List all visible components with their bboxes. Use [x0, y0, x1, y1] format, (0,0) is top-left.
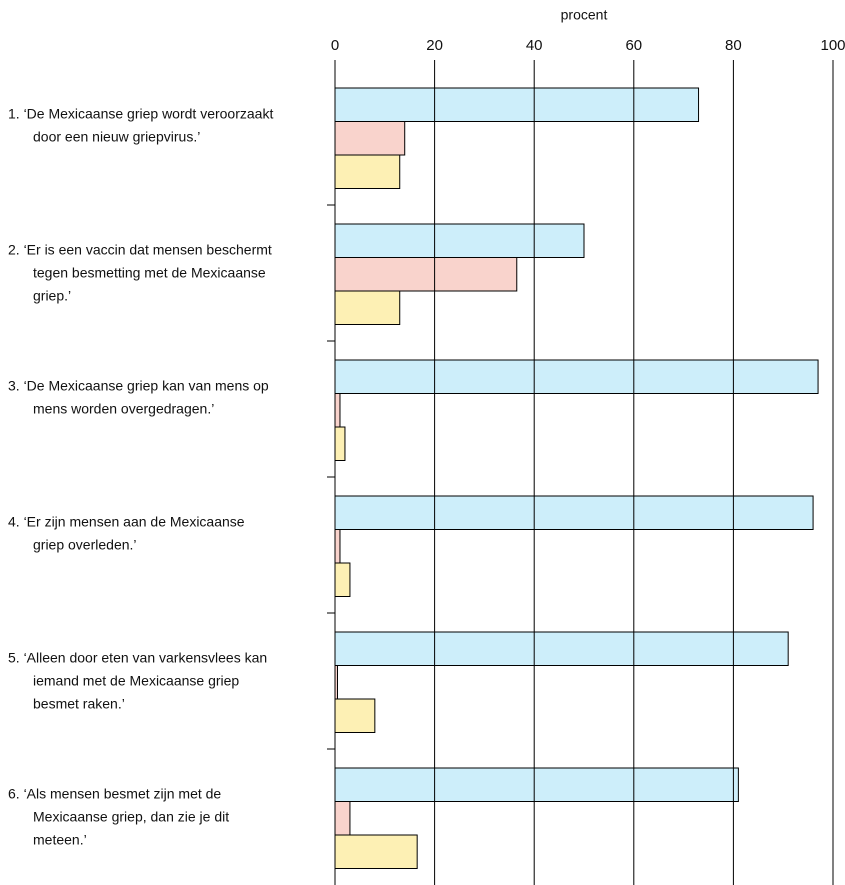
- bar: [334, 290, 401, 325]
- x-tick-label: 20: [426, 37, 443, 54]
- bar: [334, 801, 351, 836]
- bar: [334, 562, 351, 597]
- bar: [334, 495, 814, 530]
- bar: [334, 359, 819, 394]
- bar: [334, 698, 376, 733]
- bar: [334, 393, 341, 428]
- category-label: besmet raken.’: [33, 696, 125, 712]
- x-tick-label: 40: [526, 37, 543, 54]
- category-label: mens worden overgedragen.’: [33, 401, 214, 417]
- category-label: 4. ‘Er zijn mensen aan de Mexicaanse: [8, 514, 245, 530]
- bar: [334, 767, 739, 802]
- category-label: meteen.’: [33, 832, 87, 848]
- category-label: 1. ‘De Mexicaanse griep wordt veroorzaak…: [8, 106, 273, 122]
- bar: [334, 834, 418, 869]
- bar: [334, 87, 700, 122]
- category-label: griep overleden.’: [33, 537, 137, 553]
- category-label: 6. ‘Als mensen besmet zijn met de: [8, 786, 221, 802]
- bar: [334, 154, 401, 189]
- bar: [334, 257, 518, 292]
- bar: [334, 121, 406, 156]
- category-label: door een nieuw griepvirus.’: [33, 129, 200, 145]
- x-tick-label: 60: [625, 37, 642, 54]
- axis-title: procent: [561, 7, 608, 23]
- bar: [334, 631, 789, 666]
- bar: [334, 426, 346, 461]
- category-label: griep.’: [33, 288, 71, 304]
- category-label: 3. ‘De Mexicaanse griep kan van mens op: [8, 378, 269, 394]
- bar: [334, 529, 341, 564]
- x-tick-label: 80: [725, 37, 742, 54]
- category-label: 2. ‘Er is een vaccin dat mensen bescherm…: [8, 242, 272, 258]
- category-label: iemand met de Mexicaanse griep: [33, 673, 239, 689]
- x-tick-label: 100: [820, 37, 845, 54]
- category-label: tegen besmetting met de Mexicaanse: [33, 265, 266, 281]
- category-label: 5. ‘Alleen door eten van varkensvlees ka…: [8, 650, 267, 666]
- x-tick-label: 0: [331, 37, 339, 54]
- category-label: Mexicaanse griep, dan zie je dit: [33, 809, 229, 825]
- bar: [334, 223, 585, 258]
